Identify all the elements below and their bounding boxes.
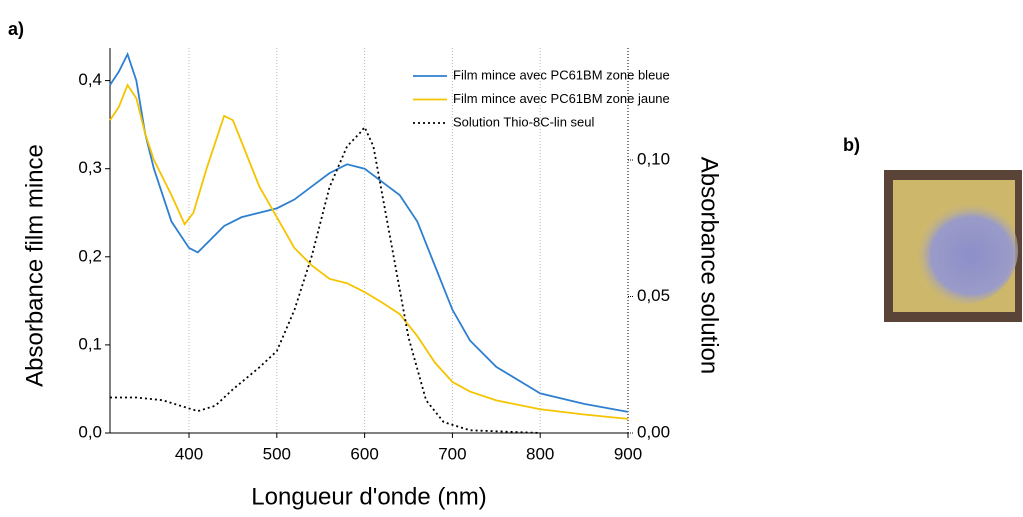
x-tick-label: 800 (526, 444, 554, 463)
legend-label: Film mince avec PC61BM zone jaune (453, 91, 670, 106)
y2-tick-label: 0,10 (637, 149, 670, 168)
photo-blue-zone (902, 195, 1018, 305)
chart: 400 500 600 700 800 900 0,0 0,1 0,2 0,3 0,4 0,00 0,0… (21, 48, 723, 510)
panel-label: a) (8, 19, 24, 39)
x-axis-label: Longueur d'onde (nm) (251, 483, 486, 510)
y-axis-label: Absorbance film mince (21, 144, 48, 387)
x-tick-label: 600 (350, 444, 378, 463)
x-tick-label: 500 (263, 444, 291, 463)
y-tick-label: 0,1 (78, 334, 102, 353)
y-tick-label: 0,4 (78, 70, 102, 89)
data-line (110, 125, 541, 434)
x-tick-label: 700 (438, 444, 466, 463)
y2-tick-label: 0,05 (637, 286, 670, 305)
data-line (109, 83, 629, 420)
y2-axis-label: Absorbance solution (696, 157, 723, 374)
y-tick-label: 0,2 (78, 246, 102, 265)
data-line (109, 51, 629, 413)
x-tick-label: 400 (175, 444, 203, 463)
legend-label: Film mince avec PC61BM zone bleue (453, 67, 670, 82)
x-tick-label: 900 (614, 444, 642, 463)
sample-photo (884, 170, 1022, 322)
y2-tick-label: 0,00 (637, 422, 670, 441)
y-tick-label: 0,3 (78, 158, 102, 177)
panel-label: b) (843, 135, 860, 155)
y-tick-label: 0,0 (78, 422, 102, 441)
legend-label: Solution Thio-8C-lin seul (453, 114, 594, 129)
